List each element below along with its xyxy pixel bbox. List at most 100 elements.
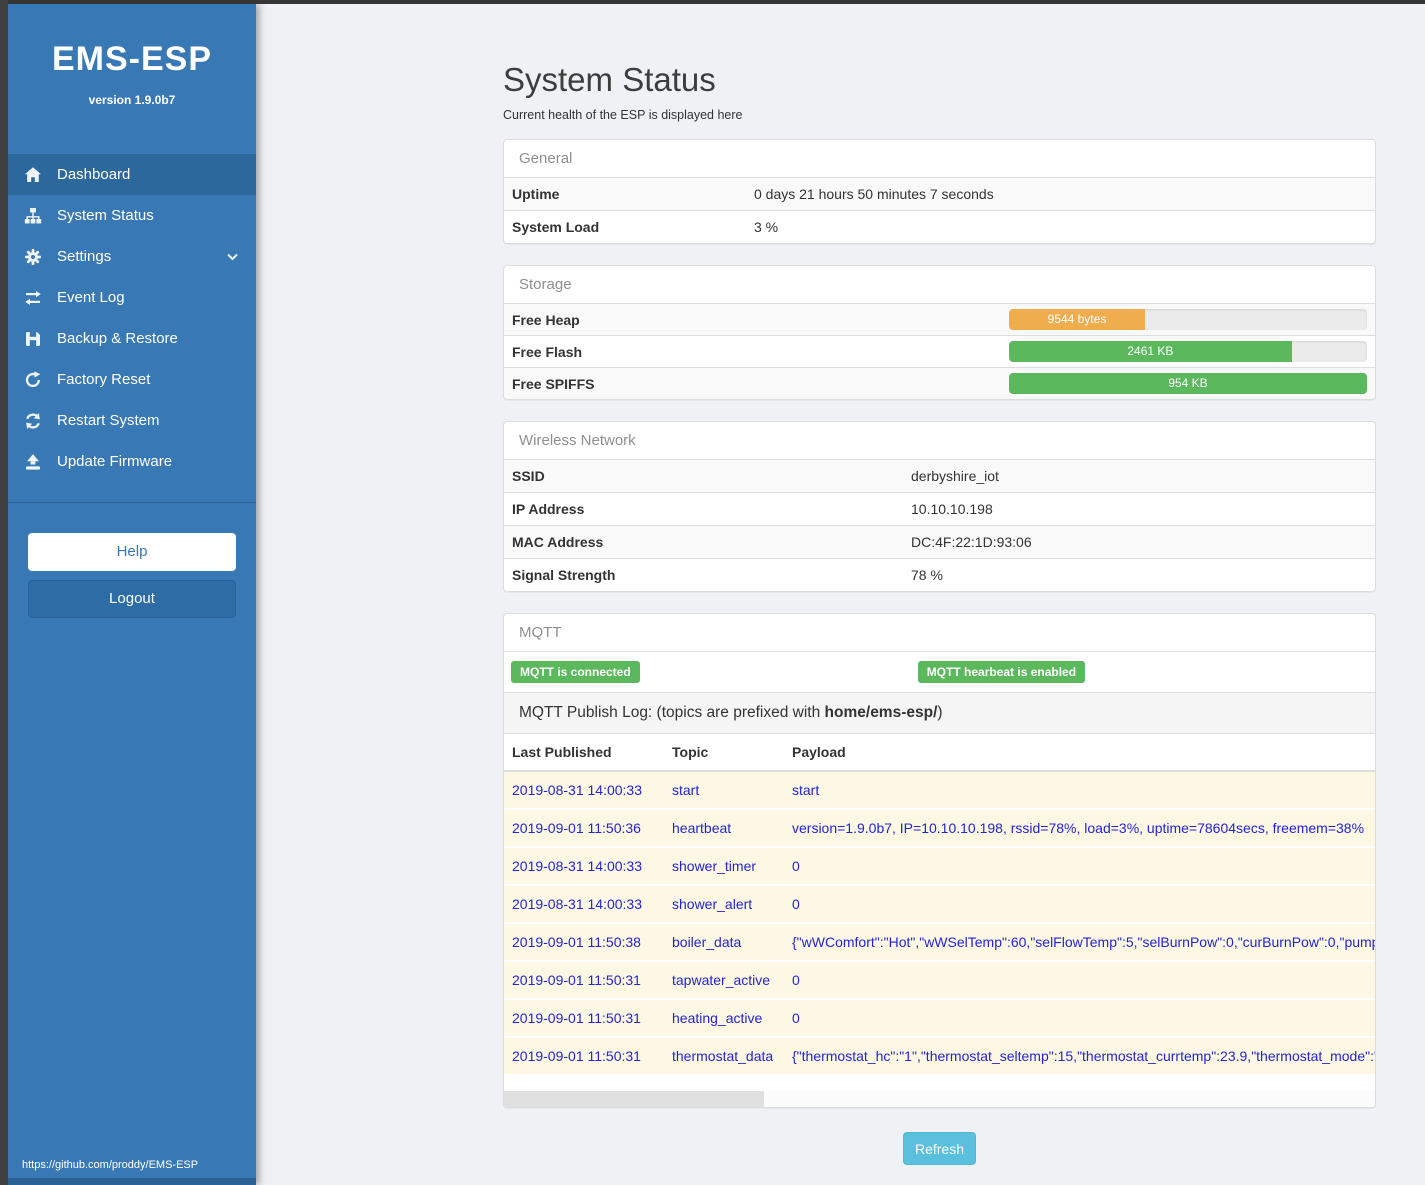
log-payload: {"wWComfort":"Hot","wWSelTemp":60,"selFl…: [784, 922, 1375, 961]
panel-mqtt-title: MQTT: [519, 624, 562, 641]
sidebar-item-label: Event Log: [57, 289, 125, 306]
log-topic: boiler_data: [664, 922, 784, 961]
app-title: EMS-ESP: [51, 40, 213, 78]
sidebar-item-label: Backup & Restore: [57, 330, 178, 347]
row-label: Free Heap: [512, 311, 580, 328]
sidebar-item-system-status[interactable]: System Status: [8, 195, 256, 236]
logout-button[interactable]: Logout: [28, 580, 236, 618]
table-row: SSID derbyshire_iot: [504, 459, 1375, 493]
refresh-button[interactable]: Refresh: [903, 1132, 976, 1165]
log-time: 2019-09-01 11:50:31: [504, 998, 664, 1037]
table-row: 2019-09-01 11:50:31 thermostat_data {"th…: [504, 1036, 1375, 1074]
main-area: System Status Current health of the ESP …: [256, 4, 1425, 1185]
log-time: 2019-09-01 11:50:36: [504, 808, 664, 847]
app-version: version 1.9.0b7: [88, 93, 176, 107]
sidebar-item-label: Restart System: [57, 412, 160, 429]
table-row: IP Address 10.10.10.198: [504, 492, 1375, 526]
row-label: Free Flash: [512, 343, 583, 360]
log-payload: 0: [784, 846, 1375, 885]
log-topic: heartbeat: [664, 808, 784, 847]
sidebar-divider: [8, 502, 256, 503]
table-row: Free Heap 9544 bytes: [504, 303, 1375, 336]
table-row: 2019-08-31 14:00:33 shower_alert 0: [504, 884, 1375, 923]
progressbar-fill: 9544 bytes: [1009, 309, 1146, 330]
log-time: 2019-09-01 11:50:31: [504, 1036, 664, 1074]
window-left-edge: [0, 0, 8, 1185]
page-subtitle: Current health of the ESP is displayed h…: [503, 108, 743, 122]
sidebar-item-label: Update Firmware: [57, 453, 173, 470]
log-topic: thermostat_data: [664, 1036, 784, 1074]
help-button[interactable]: Help: [28, 533, 236, 571]
sidebar-item-label: Settings: [57, 248, 112, 265]
mqtt-log-table: Last Published Topic Payload 2019-08-31 …: [504, 734, 1375, 1074]
column-header-last-published: Last Published: [504, 734, 664, 772]
brand: EMS-ESP version 1.9.0b7: [8, 4, 256, 107]
publish-log-suffix: ): [937, 704, 943, 721]
save-icon: [22, 330, 44, 348]
table-row: Signal Strength 78 %: [504, 558, 1375, 592]
log-payload: 0: [784, 884, 1375, 923]
log-payload: 0: [784, 960, 1375, 999]
row-label: IP Address: [512, 501, 585, 517]
mqtt-heartbeat-badge: MQTT hearbeat is enabled: [917, 661, 1086, 683]
log-topic: heating_active: [664, 998, 784, 1037]
repeat-icon: [22, 370, 44, 389]
gear-icon: [22, 248, 44, 266]
sidebar-bottom-strip: [8, 1178, 256, 1185]
table-row: Free SPIFFS 954 KB: [504, 367, 1375, 399]
sidebar-item-event-log[interactable]: Event Log: [8, 277, 256, 318]
table-row: 2019-09-01 11:50:36 heartbeat version=1.…: [504, 808, 1375, 847]
mqtt-publish-log-caption: MQTT Publish Log: (topics are prefixed w…: [504, 692, 1375, 734]
column-header-topic: Topic: [664, 734, 784, 772]
sidebar-item-factory-reset[interactable]: Factory Reset: [8, 359, 256, 400]
row-value: 3 %: [754, 219, 779, 235]
row-label: Signal Strength: [512, 567, 616, 583]
table-row: System Load 3 %: [504, 210, 1375, 244]
sidebar-nav: Dashboard System Status: [8, 154, 256, 482]
table-row: 2019-09-01 11:50:38 boiler_data {"wWComf…: [504, 922, 1375, 961]
panel-wireless-title: Wireless Network: [519, 432, 636, 449]
table-row: 2019-08-31 14:00:33 shower_timer 0: [504, 846, 1375, 885]
log-time: 2019-08-31 14:00:33: [504, 770, 664, 809]
table-row: 2019-09-01 11:50:31 heating_active 0: [504, 998, 1375, 1037]
row-label: System Load: [512, 219, 600, 235]
progressbar-fill: 2461 KB: [1009, 341, 1292, 362]
column-header-payload: Payload: [784, 734, 1375, 772]
row-label: Free SPIFFS: [512, 375, 595, 392]
sidebar-item-update-firmware[interactable]: Update Firmware: [8, 441, 256, 482]
log-time: 2019-08-31 14:00:33: [504, 846, 664, 885]
table-row: 2019-08-31 14:00:33 start start: [504, 770, 1375, 809]
log-payload: 0: [784, 998, 1375, 1037]
row-value: DC:4F:22:1D:93:06: [911, 534, 1032, 550]
log-topic: shower_alert: [664, 884, 784, 923]
row-label: Uptime: [512, 186, 560, 202]
scrollbar-thumb[interactable]: [504, 1091, 764, 1107]
log-topic: start: [664, 770, 784, 809]
sidebar: EMS-ESP version 1.9.0b7 Dashboard: [8, 4, 256, 1185]
sidebar-item-label: System Status: [57, 207, 154, 224]
sidebar-item-settings[interactable]: Settings: [8, 236, 256, 277]
horizontal-scrollbar[interactable]: [504, 1091, 1375, 1107]
log-time: 2019-09-01 11:50:31: [504, 960, 664, 999]
sidebar-item-restart-system[interactable]: Restart System: [8, 400, 256, 441]
row-value: 0 days 21 hours 50 minutes 7 seconds: [754, 186, 994, 202]
refresh-icon: [22, 412, 44, 430]
mqtt-connected-badge: MQTT is connected: [511, 661, 640, 683]
exchange-icon: [22, 289, 44, 307]
table-row: Uptime 0 days 21 hours 50 minutes 7 seco…: [504, 177, 1375, 211]
sidebar-item-label: Dashboard: [57, 166, 131, 183]
row-label: SSID: [512, 468, 545, 484]
github-link[interactable]: https://github.com/proddy/EMS-ESP: [22, 1159, 199, 1171]
chevron-down-icon: [227, 253, 238, 261]
table-row: Free Flash 2461 KB: [504, 335, 1375, 368]
panel-storage: Storage Free Heap 9544 bytes Free Flash: [503, 265, 1376, 400]
log-payload: {"thermostat_hc":"1","thermostat_seltemp…: [784, 1036, 1375, 1074]
publish-log-prefix: MQTT Publish Log: (topics are prefixed w…: [519, 704, 825, 721]
sidebar-item-backup-restore[interactable]: Backup & Restore: [8, 318, 256, 359]
sidebar-item-label: Factory Reset: [57, 371, 151, 388]
progressbar-fill: 954 KB: [1009, 373, 1367, 394]
sidebar-item-dashboard[interactable]: Dashboard: [8, 154, 256, 195]
panel-storage-title: Storage: [519, 276, 572, 293]
panel-general: General Uptime 0 days 21 hours 50 minute…: [503, 139, 1376, 244]
table-header-row: Last Published Topic Payload: [504, 734, 1375, 772]
